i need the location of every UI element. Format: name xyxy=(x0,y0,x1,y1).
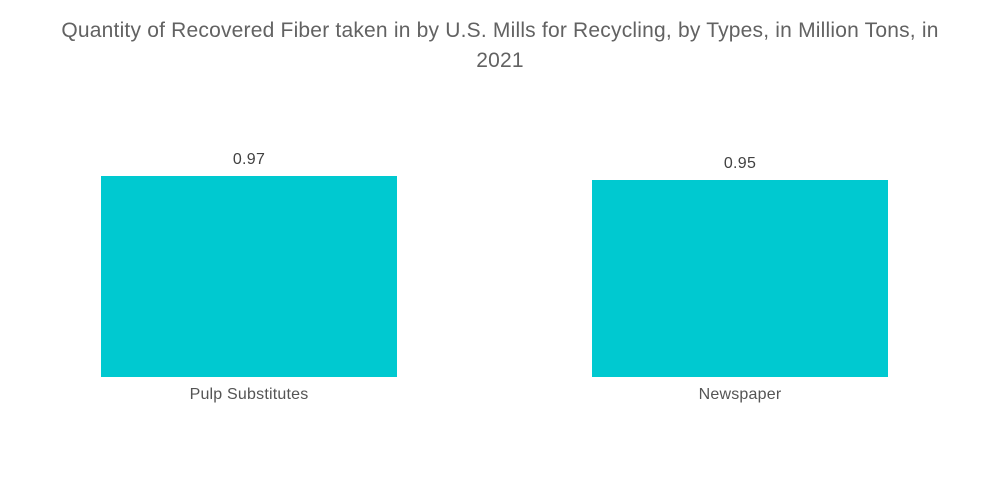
plot-area: 0.97 0.95 xyxy=(101,151,888,377)
bar-group-newspaper: 0.95 xyxy=(592,155,888,377)
bar-pulp-substitutes xyxy=(101,176,397,377)
category-label-newspaper: Newspaper xyxy=(698,386,782,403)
chart-title-line1: Quantity of Recovered Fiber taken in by … xyxy=(61,19,939,42)
chart-title-line2: 2021 xyxy=(476,49,524,72)
value-label-pulp-substitutes: 0.97 xyxy=(232,151,266,168)
category-label-pulp-substitutes: Pulp Substitutes xyxy=(189,386,309,403)
chart-title: Quantity of Recovered Fiber taken in by … xyxy=(0,16,1000,76)
bar-newspaper xyxy=(592,180,888,377)
value-label-newspaper: 0.95 xyxy=(723,155,757,172)
bar-group-pulp-substitutes: 0.97 xyxy=(101,151,397,377)
